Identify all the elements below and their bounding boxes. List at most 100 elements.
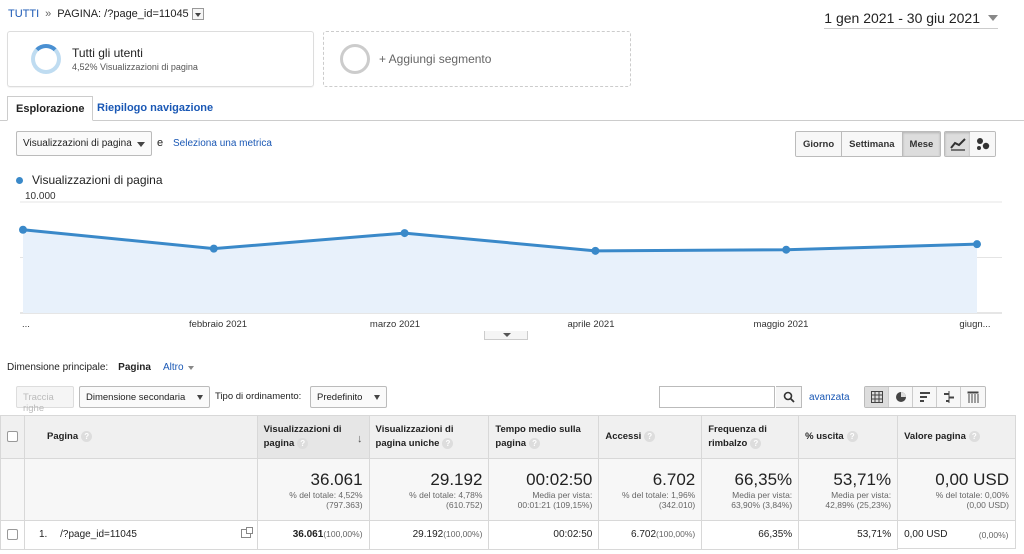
grid-view-icon[interactable]	[865, 387, 889, 407]
data-point	[209, 244, 218, 253]
pivot-view-icon[interactable]	[961, 387, 985, 407]
col-header-label: Valore pagina	[904, 431, 966, 442]
chevron-down-icon	[197, 395, 203, 400]
total-value: 36.061	[310, 469, 363, 489]
col-header-page-value[interactable]: Valore pagina?	[897, 415, 1016, 459]
motion-chart-icon[interactable]	[970, 132, 995, 156]
row-entrances: 6.702	[631, 529, 657, 541]
row-unique: 29.192	[412, 529, 444, 541]
primary-dimension-other-link[interactable]: Altro	[162, 362, 184, 373]
metric-select[interactable]: Visualizzazioni di pagina	[16, 131, 152, 156]
tab-navigation-summary[interactable]: Riepilogo navigazione	[97, 102, 214, 114]
select-all-checkbox[interactable]	[7, 430, 18, 442]
total-sub2: (797.363)	[326, 499, 363, 510]
total-sub1: % del totale: 1,96%	[622, 489, 696, 500]
row-bounce: 66,35%	[758, 529, 793, 541]
date-range-picker[interactable]: 1 gen 2021 - 30 giu 2021	[824, 10, 998, 29]
row-unique-cell: 29.192(100,00%)	[368, 520, 490, 550]
add-segment-button[interactable]: + Aggiungi segmento	[323, 31, 631, 87]
row-pageviews: 36.061	[292, 529, 324, 541]
row-page-link[interactable]: /?page_id=11045	[60, 529, 137, 541]
help-icon[interactable]: ?	[644, 430, 656, 442]
granularity-day-button[interactable]: Giorno	[796, 132, 843, 156]
secondary-dimension-select[interactable]: Dimensione secondaria	[79, 386, 210, 408]
granularity-toggle: Giorno Settimana Mese	[795, 131, 942, 157]
col-header-label: Visualizzazioni di pagina uniche	[375, 424, 454, 449]
help-icon[interactable]: ?	[442, 437, 454, 449]
row-pageviews-cell: 36.061(100,00%)	[256, 520, 370, 550]
segment-all-users[interactable]: Tutti gli utenti 4,52% Visualizzazioni d…	[7, 31, 314, 87]
chart-legend: Visualizzazioni di pagina	[16, 173, 163, 187]
granularity-month-button[interactable]: Mese	[902, 132, 941, 156]
performance-view-icon[interactable]	[913, 387, 937, 407]
total-sub2: 63,90% (3,84%)	[731, 499, 793, 510]
total-sub2: (0,00 USD)	[966, 499, 1009, 510]
row-avg-time-cell: 00:02:50	[488, 520, 600, 550]
breadcrumb-dropdown-icon[interactable]	[191, 8, 204, 20]
total-sub1: % del totale: 4,52%	[289, 489, 363, 500]
advanced-filter-link[interactable]: avanzata	[809, 392, 850, 403]
row-value-pct: (0,00%)	[978, 529, 1009, 540]
help-icon[interactable]: ?	[846, 430, 858, 442]
help-icon[interactable]: ?	[968, 430, 980, 442]
search-icon[interactable]	[776, 386, 802, 408]
line-chart-icon[interactable]	[945, 132, 970, 156]
total-sub2: (342.010)	[658, 499, 696, 510]
plot-rows-button[interactable]: Traccia righe	[16, 386, 74, 414]
col-header-unique-pageviews[interactable]: Visualizzazioni di pagina uniche?	[368, 415, 490, 459]
data-point	[782, 245, 791, 254]
comparison-view-icon[interactable]	[937, 387, 961, 407]
x-tick-label: aprile 2021	[567, 319, 614, 330]
legend-series-dot	[16, 176, 23, 184]
table-search-input[interactable]	[659, 386, 775, 408]
col-header-label: Accessi	[605, 431, 642, 442]
row-checkbox[interactable]	[7, 529, 18, 541]
sort-type-label: Tipo di ordinamento:	[215, 391, 302, 402]
x-tick-label: ...	[22, 319, 30, 330]
breadcrumb-separator: »	[45, 8, 52, 20]
y-tick-label: 10.000	[25, 192, 56, 202]
row-unique-pct: (100,00%)	[443, 529, 483, 540]
pie-view-icon[interactable]	[889, 387, 913, 407]
col-header-pageviews[interactable]: ↓ Visualizzazioni di pagina?	[256, 415, 370, 459]
x-tick-label: marzo 2021	[370, 319, 420, 330]
row-avg-time: 00:02:50	[553, 529, 593, 541]
open-external-icon[interactable]	[240, 527, 253, 539]
table-row: 1. /?page_id=11045 36.061(100,00%) 29.19…	[0, 520, 1016, 550]
breadcrumb: TUTTI » PAGINA: /?page_id=11045	[8, 8, 204, 20]
select-metric-link[interactable]: Seleziona una metrica	[173, 138, 272, 149]
date-range-label: 1 gen 2021 - 30 giu 2021	[824, 10, 980, 26]
report-tabs: Esplorazione Riepilogo navigazione	[0, 96, 1024, 121]
select-all-cell	[0, 415, 25, 459]
col-header-entrances[interactable]: Accessi?	[598, 415, 703, 459]
totals-cell: 36.061% del totale: 4,52% (797.363)	[256, 458, 370, 521]
col-header-label: Pagina	[47, 431, 79, 442]
help-icon[interactable]: ?	[529, 437, 541, 449]
total-sub2: 00:01:21 (109,15%)	[517, 499, 593, 510]
totals-cell: 53,71% Media per vista: 42,89% (25,23%)	[798, 458, 899, 521]
col-header-exit-rate[interactable]: % uscita?	[798, 415, 899, 459]
chevron-down-icon	[374, 395, 380, 400]
totals-cell: 6.702% del totale: 1,96% (342.010)	[598, 458, 703, 521]
tab-explorer[interactable]: Esplorazione	[7, 96, 94, 121]
totals-empty-cell	[0, 458, 25, 521]
col-header-label: Tempo medio sulla pagina	[495, 424, 581, 449]
sort-type-select[interactable]: Predefinito	[310, 386, 387, 408]
help-icon[interactable]: ?	[297, 437, 309, 449]
col-header-avg-time[interactable]: Tempo medio sulla pagina?	[488, 415, 600, 459]
empty-segment-icon	[340, 44, 370, 74]
help-icon[interactable]: ?	[750, 437, 762, 449]
total-value: 29.192	[430, 469, 483, 489]
chart-collapse-handle[interactable]	[484, 331, 528, 340]
col-header-bounce-rate[interactable]: Frequenza di rimbalzo?	[701, 415, 800, 459]
row-page-cell: 1. /?page_id=11045	[24, 520, 258, 550]
help-icon[interactable]: ?	[81, 430, 93, 442]
granularity-week-button[interactable]: Settimana	[842, 132, 903, 156]
col-header-page[interactable]: Pagina?	[24, 415, 258, 459]
row-pageviews-pct: (100,00%)	[323, 529, 363, 540]
chevron-down-icon	[988, 15, 998, 21]
total-sub1: Media per vista:	[732, 489, 793, 500]
breadcrumb-page: PAGINA: /?page_id=11045	[57, 8, 189, 20]
breadcrumb-root-link[interactable]: TUTTI	[8, 8, 40, 20]
